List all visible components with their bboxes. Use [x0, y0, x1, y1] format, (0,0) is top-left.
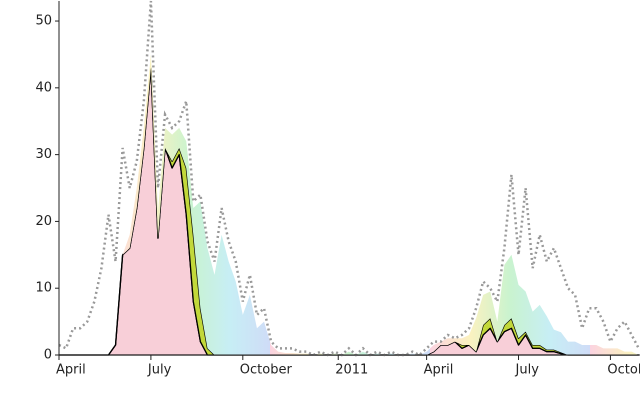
- y-tick-label: 20: [35, 214, 52, 229]
- x-tick-label: April: [56, 363, 86, 378]
- x-tick-label: July: [147, 363, 172, 378]
- x-tick-label: July: [515, 363, 540, 378]
- y-tick-label: 30: [35, 147, 52, 162]
- area: [59, 54, 639, 356]
- total-line: [58, 0, 640, 357]
- y-tick-label: 50: [35, 14, 52, 29]
- x-tick-label: October: [240, 363, 293, 378]
- y-tick-label: 0: [44, 348, 52, 363]
- x-tick-label: April: [424, 363, 454, 378]
- x-tick-label: 2011: [335, 363, 368, 378]
- y-tick-label: 10: [35, 281, 52, 296]
- x-tick-label: October: [607, 363, 640, 378]
- y-tick-label: 40: [35, 80, 52, 95]
